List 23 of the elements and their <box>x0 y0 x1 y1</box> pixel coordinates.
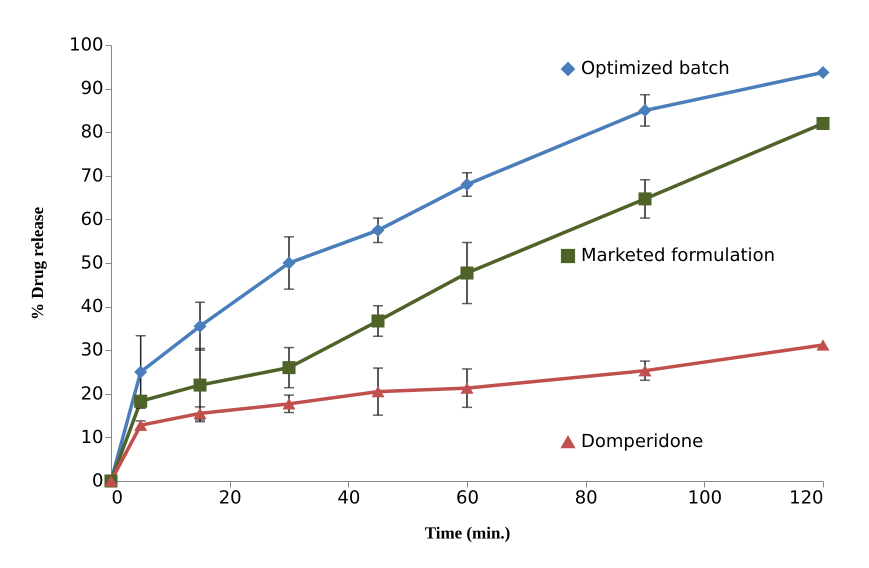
y-tick-label: 100 <box>69 34 104 56</box>
y-tick-label: 90 <box>80 78 104 100</box>
y-tick-label: 40 <box>80 296 104 318</box>
x-tick-label: 60 <box>456 488 479 508</box>
y-tick-label: 30 <box>80 340 104 361</box>
y-tick-label: 10 <box>80 426 104 448</box>
x-tick-label: 20 <box>218 488 242 508</box>
y-tick-label: 20 <box>80 383 104 404</box>
x-tick-label: 120 <box>789 488 824 508</box>
legend-label: Domperidone <box>581 431 704 452</box>
x-tick-label: 40 <box>337 488 360 508</box>
legend-label: Marketed formulation <box>581 245 775 266</box>
y-tick-label: 50 <box>80 252 104 274</box>
y-tick-label: 80 <box>80 122 104 143</box>
x-tick-label: 100 <box>688 488 722 508</box>
y-tick-label: 0 <box>92 470 104 492</box>
x-axis-title: Time (min.) <box>424 524 510 542</box>
x-tick-label: 0 <box>112 488 123 508</box>
x-tick-label: 80 <box>574 488 598 508</box>
y-tick-label: 70 <box>80 165 104 186</box>
legend-label: Optimized batch <box>581 58 730 79</box>
y-tick-label: 60 <box>80 208 104 230</box>
y-axis-title: % Drug release <box>28 206 48 320</box>
